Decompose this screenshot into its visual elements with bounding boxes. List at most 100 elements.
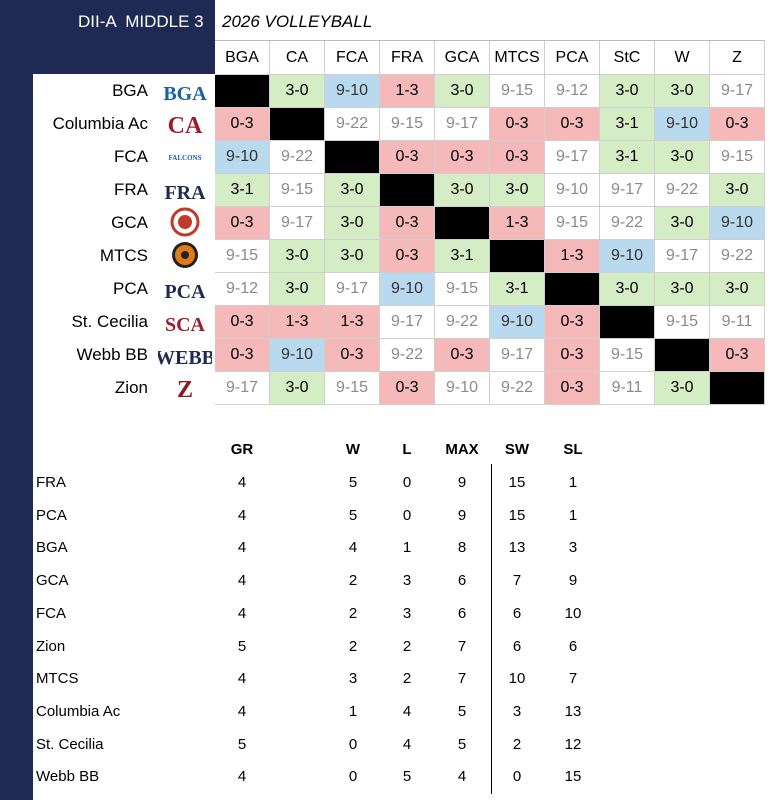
standings-value: 0 bbox=[348, 768, 358, 786]
match-result-cell: 3-0 bbox=[270, 273, 325, 306]
match-result-cell: 9-22 bbox=[490, 372, 545, 405]
match-result-cell: 9-12 bbox=[215, 273, 270, 306]
standings-value: 4 bbox=[348, 539, 358, 557]
match-result-cell: 9-10 bbox=[270, 339, 325, 372]
standings-value: 5 bbox=[237, 735, 247, 753]
self-match-cell bbox=[325, 141, 380, 174]
standings-value: 1 bbox=[568, 506, 578, 524]
standings-value: 4 bbox=[237, 702, 247, 720]
team-name: GCA bbox=[111, 213, 148, 232]
column-header: CA bbox=[270, 41, 325, 75]
match-result-cell: 9-10 bbox=[600, 240, 655, 273]
standings-value: 0 bbox=[402, 474, 412, 491]
standings-team: Zion bbox=[36, 637, 66, 655]
self-match-cell bbox=[600, 306, 655, 339]
svg-text:SCA: SCA bbox=[165, 314, 206, 336]
gca-lion-logo bbox=[158, 207, 212, 237]
standings-value: 2 bbox=[512, 735, 522, 753]
match-result-cell: 9-10 bbox=[215, 141, 270, 174]
match-result-cell: 9-17 bbox=[380, 306, 435, 339]
match-result-cell: 9-17 bbox=[490, 339, 545, 372]
standings-value: 3 bbox=[348, 670, 358, 688]
standings-value: 4 bbox=[457, 768, 467, 786]
standings-team: GCA bbox=[36, 572, 69, 590]
match-result-cell: 3-1 bbox=[215, 174, 270, 207]
standings-value: 2 bbox=[348, 604, 358, 622]
standings-team: FRA bbox=[36, 474, 66, 491]
match-result-cell: 9-17 bbox=[600, 174, 655, 207]
match-result-cell: 9-22 bbox=[710, 240, 765, 273]
match-result-cell: 3-0 bbox=[710, 273, 765, 306]
match-result-cell: 9-22 bbox=[380, 339, 435, 372]
match-result-cell: 0-3 bbox=[215, 306, 270, 339]
match-result-cell: 3-1 bbox=[600, 108, 655, 141]
standings-team: Columbia Ac bbox=[36, 702, 121, 720]
standings-value: 10 bbox=[564, 604, 582, 622]
ca-logo: CA bbox=[158, 108, 212, 138]
match-result-cell: 9-22 bbox=[655, 174, 710, 207]
standings-value: 15 bbox=[508, 506, 526, 524]
webb-logo: WEBB bbox=[158, 339, 212, 369]
match-result-cell: 9-15 bbox=[655, 306, 710, 339]
column-header: StC bbox=[600, 41, 655, 75]
match-result-cell: 9-15 bbox=[435, 273, 490, 306]
standings-value: 0 bbox=[348, 735, 358, 753]
match-result-cell: 0-3 bbox=[380, 141, 435, 174]
match-result-cell: 3-1 bbox=[490, 273, 545, 306]
match-result-cell: 0-3 bbox=[380, 207, 435, 240]
match-result-cell: 3-0 bbox=[600, 273, 655, 306]
svg-text:Z: Z bbox=[177, 377, 193, 402]
standings-value: 0 bbox=[512, 768, 522, 786]
self-match-cell bbox=[710, 372, 765, 405]
svg-text:FRA: FRA bbox=[164, 182, 206, 204]
match-result-cell: 3-1 bbox=[600, 141, 655, 174]
standings-value: 3 bbox=[512, 702, 522, 720]
standings-value: 4 bbox=[237, 474, 247, 491]
match-result-cell: 0-3 bbox=[490, 108, 545, 141]
standings-value: 6 bbox=[568, 637, 578, 655]
match-result-cell: 3-0 bbox=[270, 75, 325, 108]
standings-value: 5 bbox=[402, 768, 412, 786]
fra-logo: FRA bbox=[158, 174, 212, 204]
match-result-cell: 9-17 bbox=[710, 75, 765, 108]
team-name: FRA bbox=[114, 180, 148, 199]
self-match-cell bbox=[380, 174, 435, 207]
league-title: DII-A MIDDLE 3 bbox=[78, 12, 204, 31]
match-result-cell: 0-3 bbox=[325, 339, 380, 372]
match-result-cell: 9-17 bbox=[655, 240, 710, 273]
standings-team: St. Cecilia bbox=[36, 735, 104, 753]
fca-falcons-logo: FALCONS bbox=[158, 141, 212, 171]
standings-team: PCA bbox=[36, 506, 67, 524]
standings-value: 6 bbox=[512, 637, 522, 655]
standings-value: 6 bbox=[457, 604, 467, 622]
match-result-cell: 9-15 bbox=[545, 207, 600, 240]
standings-value: 9 bbox=[457, 506, 467, 524]
match-result-cell: 0-3 bbox=[710, 339, 765, 372]
match-result-cell: 9-22 bbox=[435, 306, 490, 339]
match-result-cell: 1-3 bbox=[545, 240, 600, 273]
match-result-cell: 0-3 bbox=[545, 372, 600, 405]
team-name: PCA bbox=[113, 279, 148, 298]
match-result-cell: 9-10 bbox=[490, 306, 545, 339]
match-result-cell: 9-10 bbox=[545, 174, 600, 207]
zion-logo: Z bbox=[158, 372, 212, 402]
team-name: St. Cecilia bbox=[71, 312, 148, 331]
standings-value: 7 bbox=[457, 637, 467, 655]
standings-value: 4 bbox=[237, 604, 247, 622]
standings-value: 4 bbox=[402, 702, 412, 720]
match-result-cell: 3-0 bbox=[490, 174, 545, 207]
self-match-cell bbox=[215, 75, 270, 108]
match-result-cell: 0-3 bbox=[215, 207, 270, 240]
match-result-cell: 9-17 bbox=[325, 273, 380, 306]
standings-value: 6 bbox=[512, 604, 522, 622]
standings-value: 1 bbox=[348, 702, 358, 720]
standings-header: W bbox=[345, 441, 361, 458]
match-result-cell: 3-0 bbox=[325, 240, 380, 273]
match-result-cell: 1-3 bbox=[270, 306, 325, 339]
standings-value: 3 bbox=[402, 572, 412, 590]
match-result-cell: 3-1 bbox=[435, 240, 490, 273]
standings-value: 7 bbox=[457, 670, 467, 688]
standings-team: Webb BB bbox=[36, 768, 100, 786]
match-result-cell: 0-3 bbox=[215, 108, 270, 141]
match-result-cell: 1-3 bbox=[380, 75, 435, 108]
